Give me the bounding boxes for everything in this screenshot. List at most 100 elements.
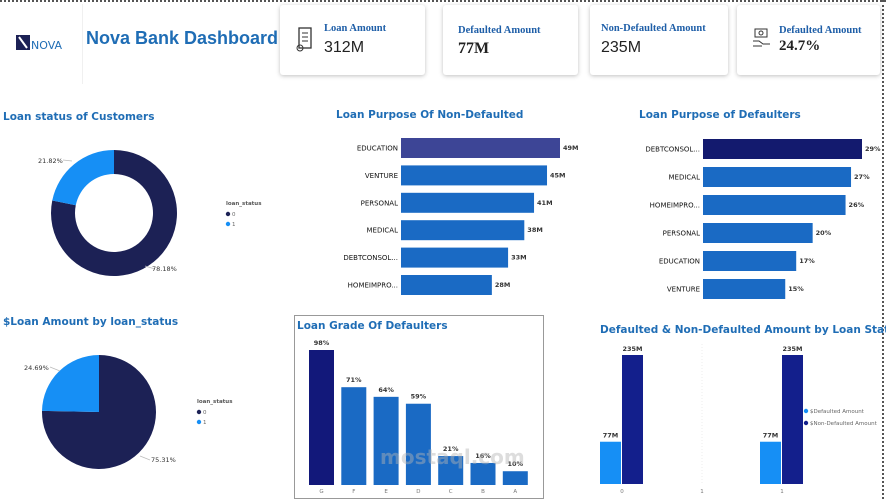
- bar-non-defaulted-status-0: [622, 355, 643, 484]
- bar-value-label: 77M: [603, 432, 619, 440]
- bar-non-defaulted-status-1: [782, 355, 803, 484]
- legend-marker: [803, 408, 809, 414]
- category-label: HOMEIMPRO...: [650, 202, 700, 210]
- legend-title: loan_status: [197, 399, 233, 405]
- legend-label: 0: [203, 410, 207, 416]
- bar-value-label: 235M: [622, 345, 642, 353]
- bar-education: [401, 138, 560, 158]
- bar-value-label: 15%: [788, 285, 804, 293]
- legend-marker-1: [225, 221, 231, 227]
- kpi-card-non-defaulted-amount: Non-Defaulted Amount 235M: [590, 5, 728, 75]
- leader-line: [139, 455, 151, 461]
- legend-marker-0: [225, 211, 231, 217]
- legend-title: loan_status: [226, 201, 262, 207]
- kpi-value: 24.7%: [779, 38, 821, 54]
- slice-0: [51, 150, 177, 277]
- axis-tick-label: C: [449, 489, 453, 495]
- category-label: DEBTCONSOL...: [645, 146, 700, 154]
- watermark: mostaql.com: [380, 445, 525, 469]
- chart-title-purpose-non-defaulted: Loan Purpose Of Non-Defaulted: [336, 109, 524, 121]
- bar-value-label: 49M: [563, 144, 579, 152]
- bar-value-label: 28M: [495, 281, 511, 289]
- bar-value-label: 41M: [537, 199, 553, 207]
- bar-grade-C: [438, 456, 464, 485]
- category-label: PERSONAL: [663, 230, 700, 238]
- bar-value-label: 10%: [508, 460, 524, 468]
- bar-value-label: 33M: [511, 254, 527, 262]
- bar-grade-D: [405, 403, 431, 485]
- bar-debtconsol: [401, 247, 509, 268]
- logo-panel: NOVA: [0, 4, 83, 84]
- axis-tick-label: F: [352, 489, 355, 495]
- slice-label: 24.69%: [24, 364, 49, 372]
- kpi-card-loan-amount: Loan Amount 312M: [280, 5, 425, 75]
- legend-label: $Non-Defaulted Amount: [810, 421, 878, 427]
- axis-tick-label: B: [481, 489, 485, 495]
- bar-venture: [401, 165, 548, 186]
- bar-grade-F: [341, 387, 367, 485]
- kpi-card-defaulted-rate: Defaulted Amount 24.7%: [737, 5, 880, 75]
- page-title: Nova Bank Dashboard: [86, 28, 279, 48]
- bar-value-label: 26%: [849, 201, 865, 209]
- bar-value-label: 20%: [816, 229, 832, 237]
- bar-value-label: 17%: [799, 257, 815, 265]
- bar-venture: [703, 279, 786, 299]
- bar-value-label: 71%: [346, 376, 362, 384]
- chart-title-loan-status: Loan status of Customers: [3, 111, 155, 123]
- kpi-card-defaulted-amount: Defaulted Amount 77M: [443, 5, 578, 75]
- kpi-value: 77M: [458, 40, 490, 57]
- bar-medical: [401, 220, 525, 241]
- category-label: EDUCATION: [659, 258, 700, 266]
- category-label: MEDICAL: [669, 174, 701, 182]
- legend-label: $Defaulted Amount: [810, 409, 865, 415]
- category-label: PERSONAL: [361, 199, 398, 207]
- legend-marker-0: [196, 409, 202, 415]
- bar-defaulted-status-1: [760, 441, 781, 484]
- category-label: VENTURE: [667, 286, 700, 294]
- category-label: VENTURE: [365, 172, 398, 180]
- axis-tick-label: D: [416, 489, 420, 495]
- chart-title-grade: Loan Grade Of Defaulters: [297, 320, 448, 332]
- legend-label: 1: [203, 420, 207, 426]
- chart-title-amount-by-status: Defaulted & Non-Defaulted Amount by Loan…: [600, 324, 886, 336]
- slice-label: 21.82%: [38, 157, 63, 165]
- bar-value-label: 21%: [443, 445, 459, 453]
- bar-value-label: 29%: [865, 145, 881, 153]
- bar-value-label: 59%: [411, 393, 427, 401]
- bar-debtconsol: [703, 139, 862, 159]
- slice-label: 75.31%: [151, 456, 176, 464]
- bar-grade-B: [470, 462, 496, 485]
- bar-homeimpro: [401, 275, 492, 295]
- bar-personal: [703, 223, 813, 243]
- axis-tick-label: 1: [780, 489, 784, 495]
- legend-label: 0: [232, 212, 236, 218]
- bar-value-label: 27%: [854, 173, 870, 181]
- axis-tick-label: A: [513, 489, 517, 495]
- axis-tick-label: E: [384, 489, 388, 495]
- axis-tick-label: 0: [620, 489, 624, 495]
- legend-marker: [803, 420, 809, 426]
- kpi-value: 312M: [324, 39, 365, 56]
- bar-grade-G: [309, 350, 334, 485]
- chart-title-loan-amount: $Loan Amount by loan_status: [3, 316, 179, 328]
- bar-value-label: 64%: [378, 386, 394, 394]
- slice-1: [52, 150, 114, 206]
- bar-value-label: 77M: [763, 432, 779, 440]
- bar-medical: [703, 167, 852, 187]
- axis-tick-label: 1: [700, 489, 704, 495]
- bar-homeimpro: [703, 195, 846, 215]
- bar-personal: [401, 192, 535, 213]
- slice-1: [42, 355, 99, 412]
- kpi-value: 235M: [601, 39, 642, 56]
- money-hand-icon: [753, 28, 770, 47]
- leader-line: [49, 366, 61, 372]
- legend-marker-1: [196, 419, 202, 425]
- bar-value-label: 16%: [475, 452, 491, 460]
- legend-label: 1: [232, 222, 236, 228]
- loan-document-icon: [296, 27, 312, 52]
- leader-line: [62, 159, 73, 162]
- bar-value-label: 98%: [314, 339, 330, 347]
- kpi-label: Defaulted Amount: [779, 25, 862, 36]
- category-label: DEBTCONSOL...: [343, 254, 398, 262]
